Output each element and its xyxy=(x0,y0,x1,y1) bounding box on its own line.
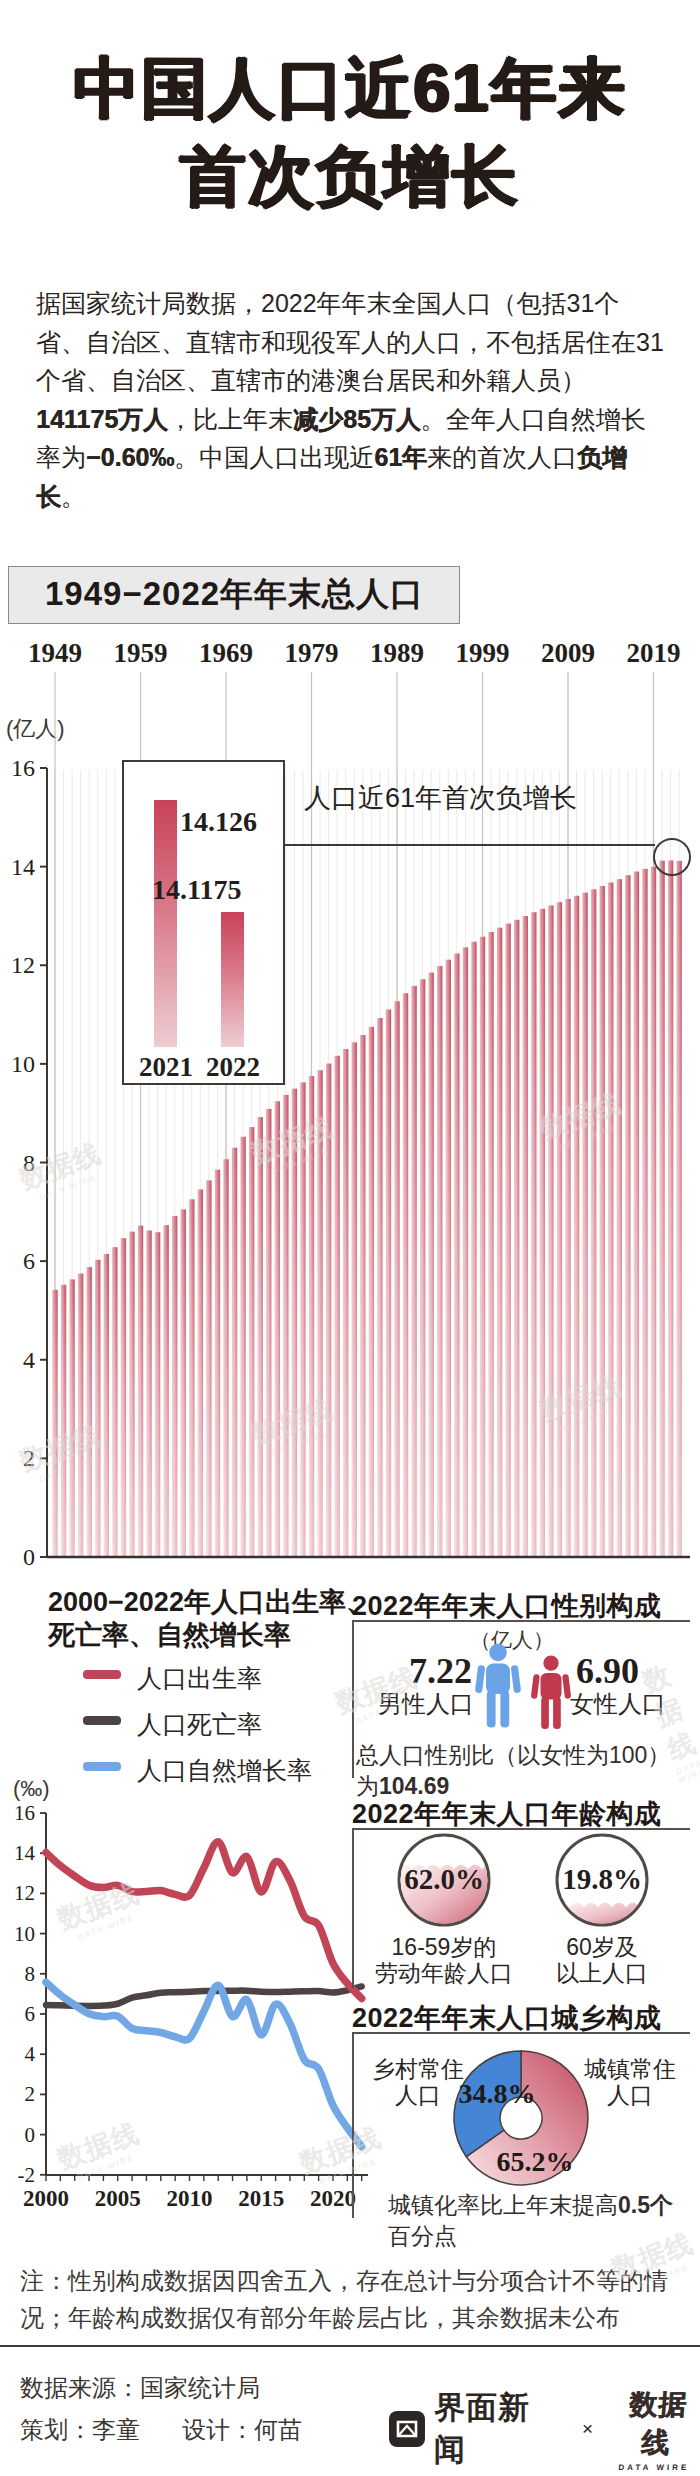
svg-text:12: 12 xyxy=(14,1881,35,1905)
annotation-line xyxy=(285,844,655,846)
inset-year-2022: 2022 xyxy=(203,1052,263,1083)
section-header-text: 1949−2022年年末总人口 xyxy=(45,575,424,612)
rates-line-chart: 16 14 12 10 8 6 4 2 0 -22000 2005 2010 2015 2020 xyxy=(0,1778,378,2238)
svg-text:1959: 1959 xyxy=(114,638,168,668)
gender-panel-rule xyxy=(352,1620,690,1622)
urban-panel-border xyxy=(352,2032,354,2218)
inset-bar-2022 xyxy=(221,912,244,1047)
title-line2: 首次负增长 xyxy=(180,139,520,213)
svg-text:4: 4 xyxy=(23,1347,35,1373)
svg-text:10: 10 xyxy=(14,1922,35,1946)
credit-plan: 策划：李童 xyxy=(20,2416,140,2443)
svg-text:8: 8 xyxy=(25,1962,36,1986)
svg-text:14: 14 xyxy=(14,1841,36,1865)
svg-text:8: 8 xyxy=(23,1150,35,1176)
title-line1: 中国人口近61年来 xyxy=(73,51,626,125)
inset-bar-2021 xyxy=(154,800,177,1047)
age-panel-rule xyxy=(352,1828,690,1830)
urban-rural-donut-chart xyxy=(431,2028,611,2208)
age-panel-border xyxy=(352,1828,354,1988)
footer-brand: 界面新闻 × 数据线 DATA WIRE xyxy=(388,2406,700,2452)
legend-swatch xyxy=(83,1670,121,1679)
rates-chart-title: 2000−2022年人口出生率、 死亡率、自然增长率 xyxy=(48,1586,378,1652)
legend-swatch xyxy=(83,1762,121,1771)
footer-divider xyxy=(0,2345,700,2347)
urban-label: 城镇常住 人口 xyxy=(580,2056,680,2108)
male-label: 男性人口 xyxy=(378,1688,474,1720)
svg-text:-2: -2 xyxy=(18,2163,36,2187)
svg-text:2: 2 xyxy=(25,2082,36,2106)
svg-text:2015: 2015 xyxy=(238,2186,284,2211)
elderly-label: 60岁及 以上人口 xyxy=(522,1934,682,1986)
male-person-icon xyxy=(474,1642,522,1738)
elderly-gauge: 19.8% xyxy=(554,1832,650,1928)
female-label: 女性人口 xyxy=(570,1688,666,1720)
svg-text:16: 16 xyxy=(14,1801,35,1825)
inset-year-2021: 2021 xyxy=(136,1052,196,1083)
sex-ratio-note: 总人口性别比（以女性为100）为104.69 xyxy=(356,1740,690,1802)
annotation-negative-growth: 人口近61年首次负增长 xyxy=(304,780,577,816)
annotation-circle xyxy=(653,838,691,876)
svg-text:4: 4 xyxy=(25,2042,36,2066)
female-person-icon xyxy=(530,1654,572,1738)
jiemian-news-wordmark: 界面新闻 xyxy=(434,2387,562,2471)
svg-text:1979: 1979 xyxy=(285,638,339,668)
svg-text:2005: 2005 xyxy=(95,2186,141,2211)
legend-label: 人口出生率 xyxy=(137,1662,262,1695)
svg-text:62.0%: 62.0% xyxy=(404,1863,484,1895)
rural-label: 乡村常住 人口 xyxy=(370,2056,466,2108)
svg-text:14: 14 xyxy=(11,854,35,880)
svg-text:1999: 1999 xyxy=(456,638,510,668)
gender-panel-title: 2022年年末人口性别构成 xyxy=(352,1588,662,1624)
credit-design: 设计：何苗 xyxy=(182,2416,302,2443)
svg-text:19.8%: 19.8% xyxy=(562,1863,642,1895)
svg-text:0: 0 xyxy=(23,1544,35,1568)
svg-text:2010: 2010 xyxy=(167,2186,213,2211)
intro-paragraph: 据国家统计局数据，2022年年末全国人口（包括31个省、自治区、直辖市和现役军人… xyxy=(36,284,666,515)
svg-text:1989: 1989 xyxy=(370,638,424,668)
svg-text:2000: 2000 xyxy=(23,2186,69,2211)
working-age-label: 16-59岁的 劳动年龄人口 xyxy=(364,1934,524,1986)
data-wire-logo: 数据线 DATA WIRE xyxy=(610,2386,700,2472)
inset-value-2022: 14.1175 xyxy=(152,874,241,906)
inset-comparison-box: 14.126 14.1175 2021 2022 xyxy=(122,760,285,1085)
svg-text:2: 2 xyxy=(23,1445,35,1471)
working-age-gauge: 62.0% xyxy=(396,1832,492,1928)
svg-text:0: 0 xyxy=(25,2123,36,2147)
svg-text:2019: 2019 xyxy=(627,638,681,668)
rural-percent: 34.8% xyxy=(455,2078,539,2110)
female-value: 6.90 xyxy=(576,1650,639,1692)
urbanization-note: 城镇化率比上年末提高0.5个百分点 xyxy=(388,2190,694,2252)
age-panel-title: 2022年年末人口年龄构成 xyxy=(352,1796,662,1832)
svg-text:1969: 1969 xyxy=(199,638,253,668)
footer-separator: × xyxy=(582,2418,593,2440)
infographic-page: 中国人口近61年来 首次负增长 据国家统计局数据，2022年年末全国人口（包括3… xyxy=(0,0,700,2476)
legend-label: 人口死亡率 xyxy=(137,1708,262,1741)
credits: 策划：李童 设计：何苗 xyxy=(20,2414,344,2446)
population-bar-chart: 1949 1959 1969 1979 1989 1999 2009 2019 16 14 12 10… xyxy=(0,628,700,1568)
legend-label: 人口自然增长率 xyxy=(137,1754,312,1787)
inset-value-2021: 14.126 xyxy=(180,806,257,838)
urban-percent: 65.2% xyxy=(493,2146,577,2178)
svg-text:10: 10 xyxy=(11,1051,35,1077)
svg-text:6: 6 xyxy=(23,1248,35,1274)
legend-swatch xyxy=(83,1716,121,1725)
gender-panel-border xyxy=(352,1620,354,1778)
jiemian-news-icon xyxy=(388,2410,426,2448)
svg-text:2020: 2020 xyxy=(310,2186,356,2211)
male-value: 7.22 xyxy=(400,1650,472,1692)
section-header-total-population: 1949−2022年年末总人口 xyxy=(8,566,460,624)
data-source: 数据来源：国家统计局 xyxy=(20,2372,260,2404)
page-title: 中国人口近61年来 首次负增长 xyxy=(0,44,700,220)
svg-text:6: 6 xyxy=(25,2002,36,2026)
svg-text:1949: 1949 xyxy=(28,638,82,668)
svg-text:16: 16 xyxy=(11,755,35,781)
footnote: 注：性别构成数据因四舍五入，存在总计与分项合计不等的情况；年龄构成数据仅有部分年… xyxy=(20,2262,675,2336)
svg-text:2009: 2009 xyxy=(541,638,595,668)
svg-text:12: 12 xyxy=(11,952,35,978)
